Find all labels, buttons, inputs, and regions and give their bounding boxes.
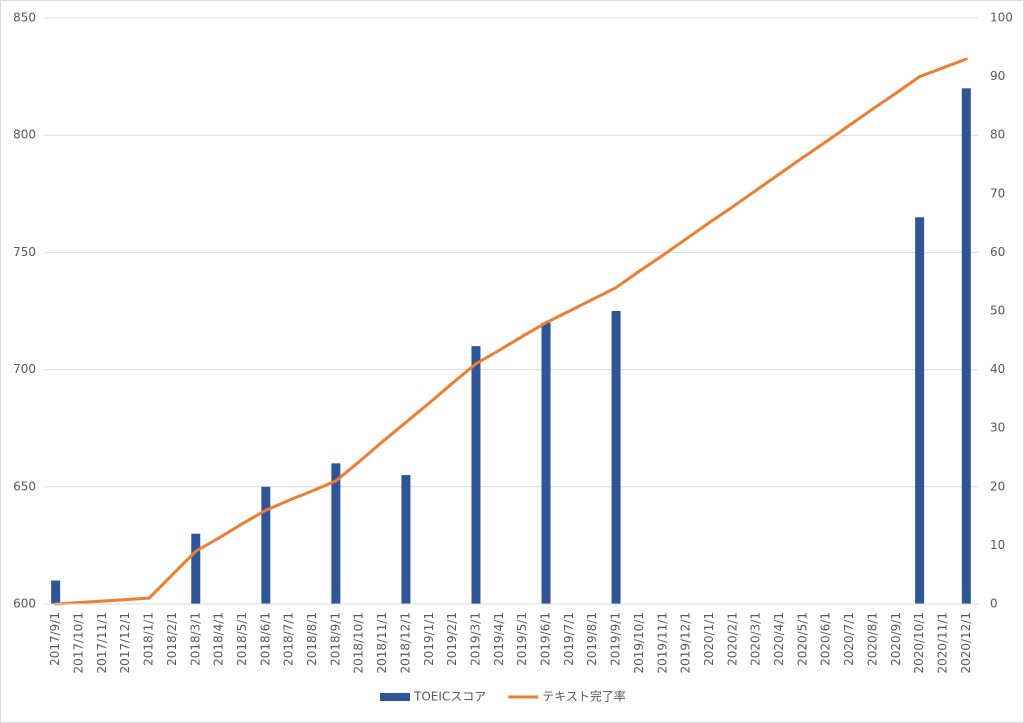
x-tick-label: 2019/1/1 <box>422 612 436 666</box>
y-tick-label: 600 <box>13 597 36 611</box>
x-tick-label: 2018/5/1 <box>235 612 249 666</box>
y-tick-label: 700 <box>13 362 36 376</box>
x-tick-label: 2018/3/1 <box>188 612 202 666</box>
y-tick-label: 650 <box>13 479 36 493</box>
x-tick-label: 2017/12/1 <box>118 612 132 674</box>
legend-label: テキスト完了率 <box>542 689 626 704</box>
y2-tick-label: 20 <box>990 479 1005 493</box>
x-tick-label: 2019/6/1 <box>539 612 553 666</box>
y2-tick-label: 50 <box>990 304 1005 318</box>
x-tick-label: 2019/5/1 <box>515 612 529 666</box>
y2-tick-label: 80 <box>990 128 1005 142</box>
bar <box>961 88 971 604</box>
y2-tick-label: 0 <box>990 597 998 611</box>
x-tick-label: 2020/12/1 <box>959 612 973 674</box>
x-tick-label: 2020/3/1 <box>749 612 763 666</box>
x-tick-label: 2019/7/1 <box>562 612 576 666</box>
x-tick-label: 2019/4/1 <box>492 612 506 666</box>
x-tick-label: 2020/5/1 <box>795 612 809 666</box>
x-tick-label: 2020/11/1 <box>935 612 949 674</box>
line <box>54 57 968 606</box>
y2-tick-label: 100 <box>990 11 1013 25</box>
y-tick-label: 750 <box>13 245 36 259</box>
x-tick-label: 2018/7/1 <box>282 612 296 666</box>
y-tick-label: 800 <box>13 128 36 142</box>
x-tick-label: 2019/10/1 <box>632 612 646 674</box>
x-tick-label: 2018/11/1 <box>375 612 389 674</box>
y2-tick-label: 40 <box>990 362 1005 376</box>
x-tick-label: 2018/10/1 <box>352 612 366 674</box>
x-tick-label: 2018/6/1 <box>258 612 272 666</box>
x-tick-label: 2018/12/1 <box>398 612 412 674</box>
x-tick-label: 2018/4/1 <box>212 612 226 666</box>
x-tick-label: 2019/8/1 <box>585 612 599 666</box>
x-tick-label: 2019/9/1 <box>609 612 623 666</box>
legend-swatch <box>380 693 410 701</box>
legend-label: TOEICスコア <box>413 690 486 704</box>
x-tick-label: 2017/10/1 <box>72 612 86 674</box>
y2-tick-label: 70 <box>990 186 1005 200</box>
x-tick-label: 2020/4/1 <box>772 612 786 666</box>
x-tick-label: 2017/9/1 <box>48 612 62 666</box>
x-tick-label: 2020/8/1 <box>865 612 879 666</box>
x-tick-label: 2020/9/1 <box>889 612 903 666</box>
x-tick-label: 2019/3/1 <box>468 612 482 666</box>
x-tick-label: 2018/8/1 <box>305 612 319 666</box>
x-tick-label: 2020/2/1 <box>725 612 739 666</box>
bar <box>611 311 621 604</box>
x-tick-label: 2020/10/1 <box>912 612 926 674</box>
x-tick-label: 2018/9/1 <box>328 612 342 666</box>
x-tick-label: 2020/7/1 <box>842 612 856 666</box>
bar <box>51 580 61 604</box>
y-tick-label: 850 <box>13 11 36 25</box>
x-tick-label: 2019/12/1 <box>679 612 693 674</box>
x-tick-label: 2018/2/1 <box>165 612 179 666</box>
x-tick-label: 2017/11/1 <box>95 612 109 674</box>
y2-tick-label: 60 <box>990 245 1005 259</box>
x-tick-label: 2018/1/1 <box>142 612 156 666</box>
x-tick-label: 2020/1/1 <box>702 612 716 666</box>
y2-tick-label: 30 <box>990 421 1005 435</box>
x-tick-label: 2019/2/1 <box>445 612 459 666</box>
x-tick-label: 2019/11/1 <box>655 612 669 674</box>
bar <box>191 533 201 604</box>
y2-tick-label: 90 <box>990 69 1005 83</box>
bar <box>401 475 411 604</box>
bar <box>471 346 481 604</box>
x-tick-label: 2020/6/1 <box>819 612 833 666</box>
bar <box>541 322 551 604</box>
bar <box>261 486 271 604</box>
bar <box>331 463 341 604</box>
bar <box>915 217 925 605</box>
y2-tick-label: 10 <box>990 538 1005 552</box>
